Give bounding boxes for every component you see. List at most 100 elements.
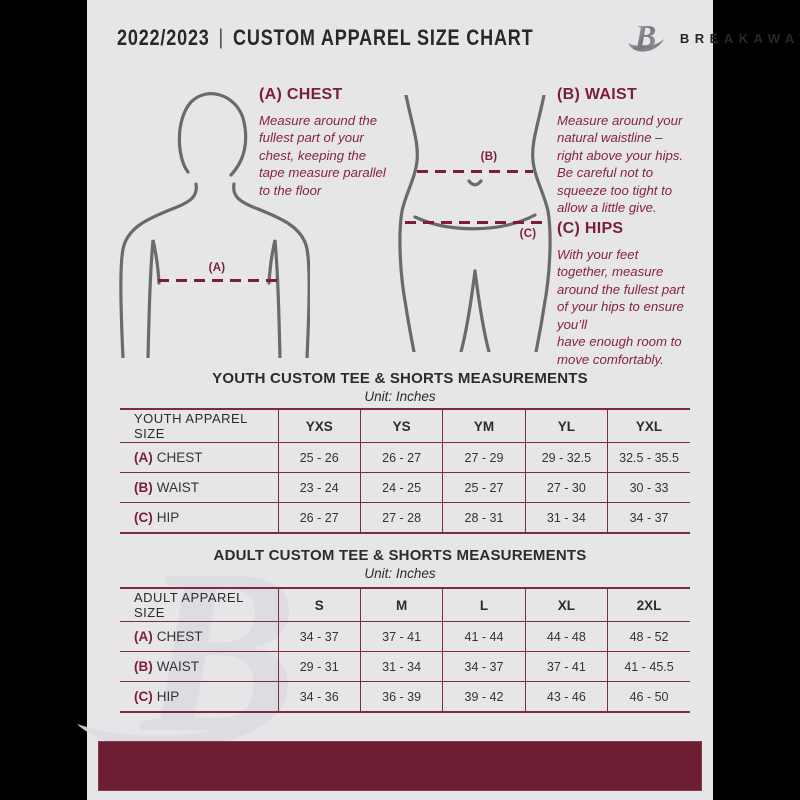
header-divider: | — [218, 26, 224, 49]
table-row: (B) WAIST 23 - 24 24 - 25 25 - 27 27 - 30… — [120, 472, 690, 503]
youth-col-yxl: YXL — [607, 409, 690, 443]
breakaway-logo-icon: B — [627, 18, 664, 54]
youth-col-yxs: YXS — [277, 409, 361, 443]
adult-size-label: ADULT APPAREL SIZE — [134, 590, 244, 620]
table-cell: 24 - 25 — [359, 472, 443, 503]
table-cell: 44 - 48 — [524, 621, 608, 652]
upper-body-silhouette — [117, 88, 311, 363]
row-label-text: WAIST — [156, 659, 199, 674]
chest-guide-body: Measure around the fullest part of your … — [259, 113, 386, 198]
table-cell: 34 - 37 — [277, 621, 361, 652]
adult-section-title: ADULT CUSTOM TEE & SHORTS MEASUREMENTS — [213, 547, 587, 564]
table-cell: 29 - 32.5 — [524, 442, 608, 473]
youth-waist-label: (B) WAIST — [120, 473, 278, 503]
table-cell: 27 - 28 — [359, 502, 443, 533]
table-cell: 37 - 41 — [359, 621, 443, 652]
adult-col-2xl: 2XL — [607, 588, 690, 622]
table-cell: 27 - 30 — [524, 472, 608, 503]
table-cell: 32.5 - 35.5 — [607, 442, 690, 473]
table-cell: 26 - 27 — [359, 442, 443, 473]
waist-measure-line — [417, 170, 533, 173]
table-cell: 30 - 33 — [607, 472, 690, 503]
adult-waist-label: (B) WAIST — [120, 652, 278, 682]
hips-guide: (C) HIPS With your feet together, measur… — [557, 220, 707, 368]
row-label-text: HIP — [156, 510, 180, 525]
table-row: (B) WAIST 29 - 31 31 - 34 34 - 37 37 - 41… — [120, 651, 690, 682]
adult-section-unit: Unit: Inches — [364, 566, 436, 581]
row-label-text: WAIST — [156, 480, 199, 495]
table-row: (A) CHEST 25 - 26 26 - 27 27 - 29 29 - 32… — [120, 442, 690, 473]
waist-guide: (B) WAIST Measure around your natural wa… — [557, 86, 707, 217]
table-cell: 26 - 27 — [277, 502, 361, 533]
table-cell: 37 - 41 — [524, 651, 608, 682]
adult-col-s: S — [277, 588, 361, 622]
header-title-text: CUSTOM APPAREL SIZE CHART — [233, 25, 534, 50]
waist-guide-heading: (B) WAIST — [557, 86, 638, 103]
row-prefix: (C) — [134, 510, 153, 525]
size-chart-page: 2022/2023 | CUSTOM APPAREL SIZE CHART B … — [77, 0, 800, 800]
row-prefix: (B) — [134, 659, 153, 674]
table-cell: 28 - 31 — [442, 502, 526, 533]
chest-guide: (A) CHEST Measure around the fullest par… — [259, 86, 424, 199]
table-row: (C) HIP 34 - 36 36 - 39 39 - 42 43 - 46 4… — [120, 681, 690, 713]
adult-col-m: M — [359, 588, 443, 622]
waist-guide-body: Measure around your natural waistline – … — [557, 113, 684, 216]
table-cell: 34 - 37 — [442, 651, 526, 682]
youth-section-unit: Unit: Inches — [364, 389, 436, 404]
table-cell: 31 - 34 — [359, 651, 443, 682]
youth-size-label: YOUTH APPAREL SIZE — [134, 411, 248, 441]
table-cell: 48 - 52 — [607, 621, 690, 652]
row-prefix: (B) — [134, 480, 153, 495]
page-title: 2022/2023 | CUSTOM APPAREL SIZE CHART — [117, 25, 533, 51]
table-cell: 39 - 42 — [442, 681, 526, 712]
header-year: 2022/2023 — [117, 25, 210, 50]
hips-measure-line — [405, 221, 543, 224]
table-cell: 27 - 29 — [442, 442, 526, 473]
adult-chest-label: (A) CHEST — [120, 622, 278, 652]
youth-section-title: YOUTH CUSTOM TEE & SHORTS MEASUREMENTS — [212, 370, 588, 387]
adult-col-l: L — [442, 588, 526, 622]
table-cell: 43 - 46 — [524, 681, 608, 712]
adult-size-table: ADULT APPAREL SIZE S M L XL 2XL (A) CHEST… — [120, 587, 690, 713]
chest-marker-label: (A) — [208, 262, 226, 274]
row-label-text: CHEST — [156, 629, 203, 644]
table-cell: 34 - 36 — [277, 681, 361, 712]
chest-measure-line — [158, 279, 283, 282]
hips-marker-label: (C) — [519, 228, 537, 240]
table-row: (A) CHEST 34 - 37 37 - 41 41 - 44 44 - 48… — [120, 621, 690, 652]
waist-marker-label: (B) — [480, 151, 498, 163]
row-label-text: CHEST — [156, 450, 203, 465]
youth-size-table: YOUTH APPAREL SIZE YXS YS YM YL YXL (A) C… — [120, 408, 690, 534]
table-cell: 29 - 31 — [277, 651, 361, 682]
chest-guide-heading: (A) CHEST — [259, 86, 343, 103]
youth-hip-label: (C) HIP — [120, 503, 278, 534]
table-cell: 46 - 50 — [607, 681, 690, 712]
table-cell: 36 - 39 — [359, 681, 443, 712]
adult-hip-label: (C) HIP — [120, 682, 278, 713]
table-cell: 31 - 34 — [524, 502, 608, 533]
upper-body-figure-icon — [119, 92, 311, 360]
brand-name: BREAKAWAY — [679, 30, 800, 46]
youth-header-row: YOUTH APPAREL SIZE YXS YS YM YL YXL — [120, 409, 690, 443]
hips-guide-heading: (C) HIPS — [557, 220, 624, 237]
table-row: (C) HIP 26 - 27 27 - 28 28 - 31 31 - 34 3… — [120, 502, 690, 534]
brand-lockup: B BREAKAWAY — [625, 17, 800, 59]
row-prefix: (C) — [134, 689, 153, 704]
table-cell: 41 - 45.5 — [607, 651, 690, 682]
youth-chest-label: (A) CHEST — [120, 443, 278, 473]
youth-col-ym: YM — [442, 409, 526, 443]
youth-col-yl: YL — [524, 409, 608, 443]
youth-col-ys: YS — [359, 409, 443, 443]
hips-guide-body: With your feet together, measure around … — [557, 247, 685, 367]
adult-col-xl: XL — [524, 588, 608, 622]
table-cell: 34 - 37 — [607, 502, 690, 533]
footer-band — [98, 741, 702, 791]
table-cell: 25 - 27 — [442, 472, 526, 503]
row-label-text: HIP — [156, 689, 180, 704]
table-cell: 41 - 44 — [442, 621, 526, 652]
table-cell: 25 - 26 — [277, 442, 361, 473]
adult-header-row: ADULT APPAREL SIZE S M L XL 2XL — [120, 588, 690, 622]
logo-monogram: B — [634, 18, 656, 54]
row-prefix: (A) — [134, 450, 153, 465]
page-header: 2022/2023 | CUSTOM APPAREL SIZE CHART B … — [117, 18, 800, 58]
